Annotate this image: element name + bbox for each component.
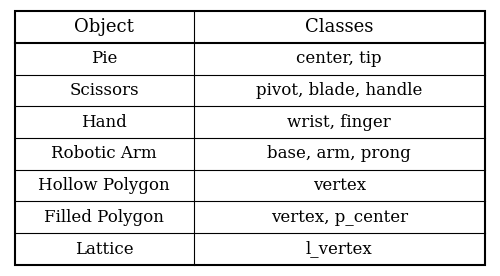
Text: pivot, blade, handle: pivot, blade, handle [256,82,422,99]
Text: Hollow Polygon: Hollow Polygon [38,177,170,194]
Text: vertex: vertex [312,177,366,194]
Text: l_vertex: l_vertex [306,241,372,258]
Text: Lattice: Lattice [75,241,134,258]
Text: Robotic Arm: Robotic Arm [52,145,157,162]
Text: Scissors: Scissors [70,82,139,99]
Text: base, arm, prong: base, arm, prong [268,145,411,162]
Text: Object: Object [74,18,134,36]
Text: Filled Polygon: Filled Polygon [44,209,164,226]
Text: Hand: Hand [82,114,127,131]
Text: Pie: Pie [91,50,118,67]
Text: center, tip: center, tip [296,50,382,67]
Text: wrist, finger: wrist, finger [288,114,391,131]
Text: vertex, p_center: vertex, p_center [270,209,408,226]
Text: Classes: Classes [305,18,374,36]
